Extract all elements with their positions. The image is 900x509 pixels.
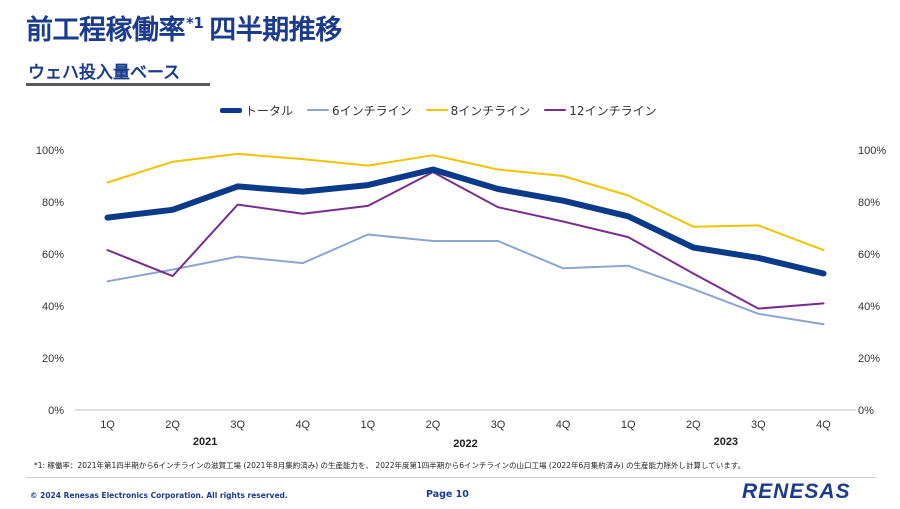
legend-label-8inch: 8インチライン xyxy=(450,103,531,118)
subtitle-underline xyxy=(26,83,210,86)
x-tick-label: 2Q xyxy=(686,419,701,431)
footnote: *1: 稼働率：2021年第1四半期から6インチラインの滋賀工場 (2021年8… xyxy=(34,461,746,470)
y-tick-label-right: 80% xyxy=(858,197,880,209)
legend-item-12inch: 12インチライン xyxy=(544,102,657,119)
page-number: Page 10 xyxy=(426,489,469,500)
legend-label-total: トータル xyxy=(245,103,294,118)
x-tick-label: 4Q xyxy=(556,419,571,431)
year-label: 2022 xyxy=(453,438,477,450)
legend-item-total: トータル xyxy=(220,102,293,119)
x-tick-label: 4Q xyxy=(816,419,831,431)
series-line-twelve-inch xyxy=(106,171,825,310)
title-suffix: 四半期推移 xyxy=(209,15,342,46)
page-subtitle: ウェハ投入量ベース xyxy=(28,63,181,83)
legend-label-6inch: 6インチライン xyxy=(332,103,412,118)
copyright: © 2024 Renesas Electronics Corporation. … xyxy=(30,491,288,500)
x-tick-label: 2Q xyxy=(165,419,180,431)
legend-swatch-total xyxy=(220,107,242,113)
x-tick-label: 3Q xyxy=(230,419,245,431)
legend-item-8inch: 8インチライン xyxy=(425,102,531,119)
y-tick-label-right: 20% xyxy=(858,353,880,365)
series-line-six-inch xyxy=(106,233,825,326)
x-tick-label: 1Q xyxy=(361,419,376,431)
x-tick-label: 1Q xyxy=(621,419,636,431)
x-tick-label: 3Q xyxy=(491,419,506,431)
x-tick-label: 2Q xyxy=(426,419,441,431)
footer-divider xyxy=(26,477,876,478)
legend-swatch-8inch xyxy=(425,109,448,111)
chart-legend: トータル 6インチライン 8インチライン 12インチライン xyxy=(220,100,690,120)
x-tick-label: 3Q xyxy=(751,419,766,431)
title-main: 前工程稼働率 xyxy=(26,15,186,46)
y-tick-label-left: 40% xyxy=(42,301,64,313)
utilization-line-chart: 0% 0% 20% 20% 40% 40% 60% 60% 80% 80% 100% 100% 1Q 2Q… xyxy=(36,145,886,450)
series-line-total xyxy=(104,166,827,277)
legend-swatch-6inch xyxy=(307,109,330,111)
x-tick-label: 4Q xyxy=(295,419,310,431)
y-tick-label-right: 100% xyxy=(858,145,886,157)
legend-item-6inch: 6インチライン xyxy=(307,102,412,119)
series-line-eight-inch xyxy=(106,152,825,252)
y-tick-label-left: 80% xyxy=(42,197,64,209)
year-label: 2023 xyxy=(714,436,738,448)
page-title: 前工程稼働率*1 四半期推移 xyxy=(26,8,342,47)
legend-swatch-12inch xyxy=(544,109,567,111)
renesas-logo: RENESAS xyxy=(742,480,851,503)
y-tick-label-right: 60% xyxy=(858,249,880,261)
y-tick-label-left: 20% xyxy=(42,353,64,365)
y-tick-label-right: 40% xyxy=(858,301,880,313)
y-tick-label-left: 100% xyxy=(36,145,64,157)
y-tick-label-left: 0% xyxy=(48,405,64,417)
y-tick-label-right: 0% xyxy=(858,405,874,417)
title-footnote-marker: *1 xyxy=(186,14,204,32)
legend-label-12inch: 12インチライン xyxy=(569,103,657,118)
x-tick-label: 1Q xyxy=(100,419,115,431)
y-tick-label-left: 60% xyxy=(42,249,64,261)
year-label: 2021 xyxy=(193,436,217,448)
